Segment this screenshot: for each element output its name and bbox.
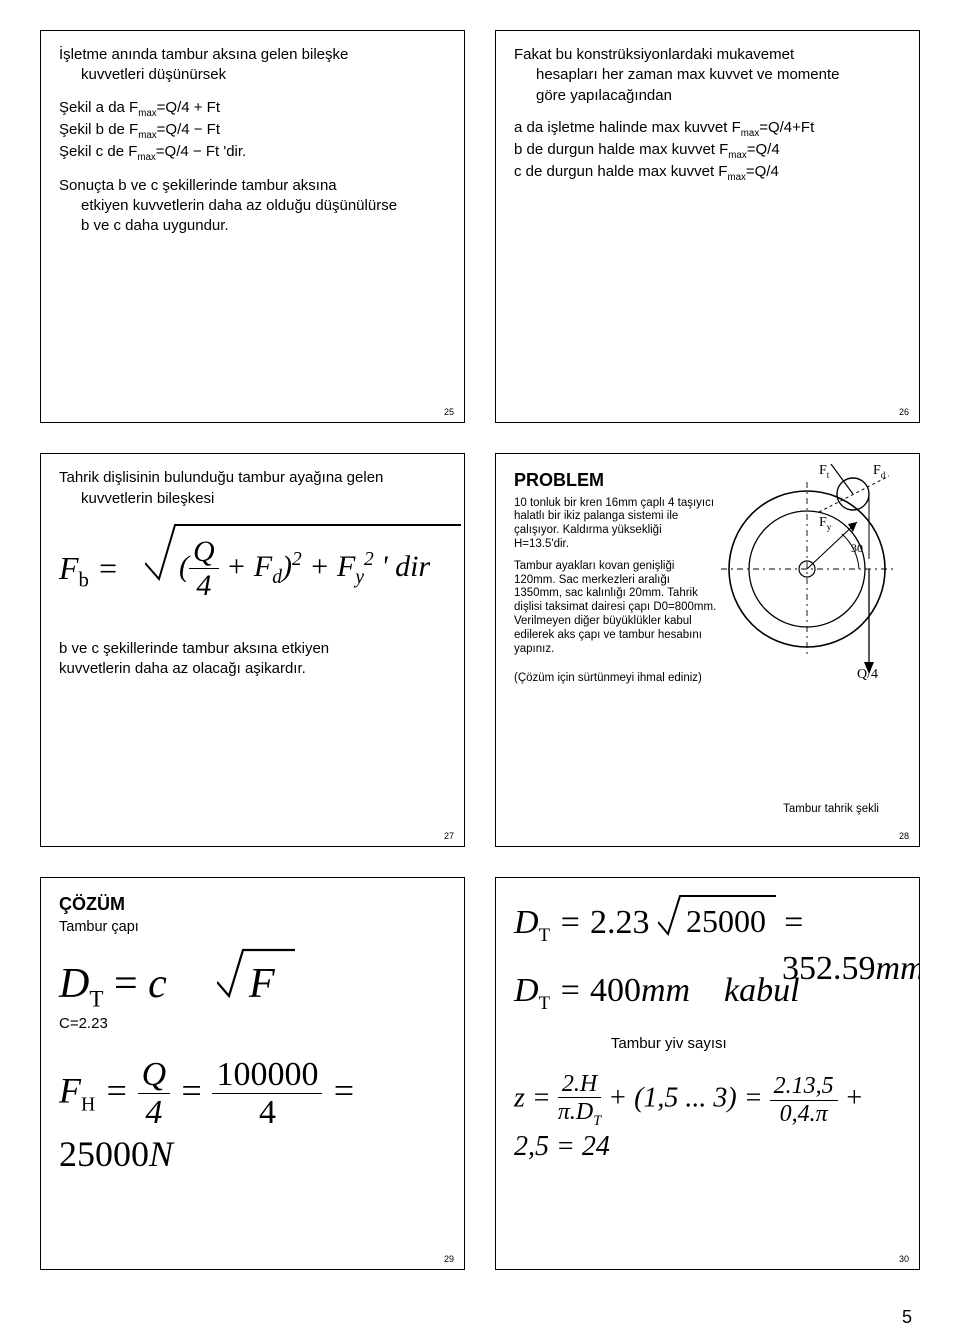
text-line: kuvvetlerin bileşkesi: [81, 489, 446, 509]
slide-number: 26: [899, 406, 909, 418]
slide-number: 25: [444, 406, 454, 418]
formula-fh: FH = Q4 = 1000004 = 25000N: [59, 1042, 446, 1122]
caption: Tambur tahrik şekli: [783, 802, 879, 818]
text-line: etkiyen kuvvetlerin daha az olduğu düşün…: [81, 196, 446, 216]
text-line: Tahrik dişlisinin bulunduğu tambur ayağı…: [59, 468, 446, 488]
slide-number: 27: [444, 830, 454, 842]
text-line: C=2.23: [59, 1014, 446, 1034]
text-line: Şekil a da Fmax=Q/4 + Ft: [59, 98, 446, 120]
page-number: 5: [902, 1307, 912, 1328]
text-line: b ve c şekillerinde tambur aksına etkiye…: [59, 639, 446, 659]
slide-number: 29: [444, 1253, 454, 1265]
slide-26: Fakat bu konstrüksiyonlardaki mukavemet …: [495, 30, 920, 423]
text-line: b ve c daha uygundur.: [81, 216, 446, 236]
slide-27: Tahrik dişlisinin bulunduğu tambur ayağı…: [40, 453, 465, 846]
text-line: c de durgun halde max kuvvet Fmax=Q/4: [514, 162, 901, 184]
slide-25: İşletme anında tambur aksına gelen bileş…: [40, 30, 465, 423]
text-line: hesapları her zaman max kuvvet ve moment…: [536, 65, 901, 85]
text-line: b de durgun halde max kuvvet Fmax=Q/4: [514, 140, 901, 162]
problem-title: PROBLEM: [514, 468, 719, 492]
text-line: Şekil c de Fmax=Q/4 − Ft 'dir.: [59, 142, 446, 164]
slide-number: 30: [899, 1253, 909, 1265]
text-line: Fakat bu konstrüksiyonlardaki mukavemet: [514, 45, 901, 65]
text-block: Tambur ayakları kovan genişliği 120mm. S…: [514, 560, 719, 657]
text-line: İşletme anında tambur aksına gelen bileş…: [59, 45, 446, 65]
slide-number: 28: [899, 830, 909, 842]
slide-30: DT = 2.23 25000 = 352.59mm DT = 400mm ka…: [495, 877, 920, 1270]
text-line: göre yapılacağından: [536, 86, 901, 106]
slide-28: PROBLEM 10 tonluk bir kren 16mm çaplı 4 …: [495, 453, 920, 846]
formula-z: z = 2.H π.DT + (1,5 ... 3) = 2.13,5 0,4.…: [514, 1058, 901, 1128]
text-line: Sonuçta b ve c şekillerinde tambur aksın…: [59, 176, 446, 196]
text-line: Tambur çapı: [59, 918, 446, 938]
text-line: Şekil b de Fmax=Q/4 − Ft: [59, 120, 446, 142]
formula-dt: DT = c F: [59, 944, 446, 1014]
text-block: (Çözüm için sürtünmeyi ihmal ediniz): [514, 672, 719, 686]
text-line: a da işletme halinde max kuvvet Fmax=Q/4…: [514, 118, 901, 140]
slide-29: ÇÖZÜM Tambur çapı DT = c F C=2.23 FH = Q…: [40, 877, 465, 1270]
formula-dt-val: DT = 2.23 25000 = 352.59mm: [514, 892, 901, 948]
text-line: kuvvetlerin daha az olacağı aşikardır.: [59, 659, 446, 679]
text-block: 10 tonluk bir kren 16mm çaplı 4 taşıyıcı…: [514, 497, 719, 552]
cozum-title: ÇÖZÜM: [59, 892, 446, 916]
text-line: kuvvetleri düşünürsek: [81, 65, 446, 85]
text-line: Tambur yiv sayısı: [514, 1034, 824, 1054]
tambur-diagram: Ft Fd Fy 30 Q/4: [719, 464, 909, 694]
formula-fb: Fb = (Q4 + Fd)2 + Fy2 ' dir: [59, 519, 446, 609]
